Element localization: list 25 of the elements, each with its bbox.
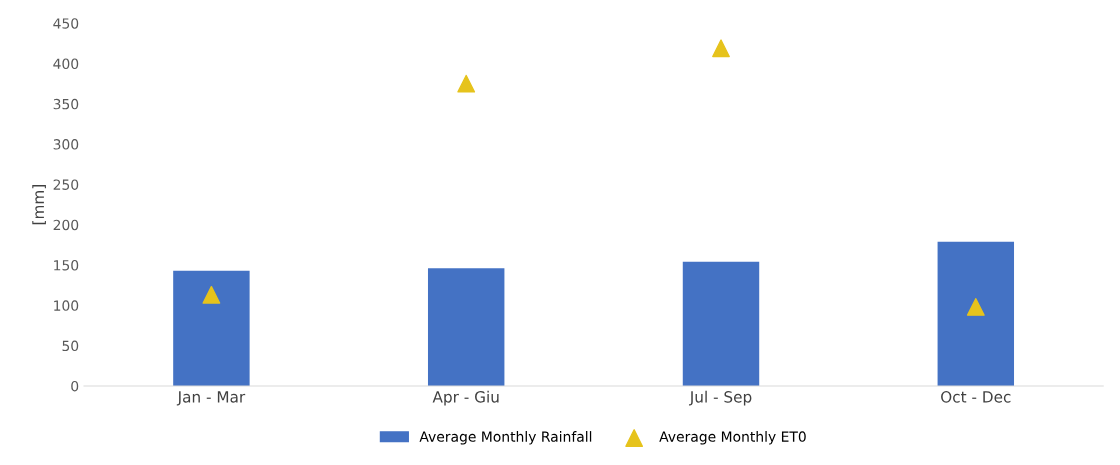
y-tick-label: 100 bbox=[54, 300, 79, 311]
x-tick-label: Jul - Sep bbox=[688, 390, 752, 406]
y-tick-label: 250 bbox=[53, 179, 79, 190]
point bbox=[966, 298, 985, 316]
y-tick-label: 450 bbox=[53, 18, 79, 29]
point bbox=[712, 39, 730, 58]
y-tick-label: 350 bbox=[53, 98, 79, 110]
bar bbox=[937, 241, 1015, 386]
bar bbox=[682, 261, 760, 386]
y-tick-label: 400 bbox=[53, 58, 79, 70]
y-tick-label: 50 bbox=[62, 340, 79, 352]
y-tick-label: 0 bbox=[71, 380, 79, 392]
point bbox=[457, 74, 476, 93]
x-tick-label: Apr - Giu bbox=[432, 390, 499, 406]
legend-label: Average Monthly ET0 bbox=[659, 431, 806, 445]
x-tick-label: Jan - Mar bbox=[176, 391, 246, 406]
y-axis-title: [mm] bbox=[32, 185, 46, 225]
x-tick-label: Oct - Dec bbox=[941, 391, 1011, 403]
point bbox=[202, 285, 221, 304]
bar bbox=[427, 268, 505, 386]
legend-label: Average Monthly Rainfall bbox=[419, 431, 592, 445]
y-tick-label: 200 bbox=[53, 219, 79, 231]
y-tick-label: 300 bbox=[53, 139, 79, 150]
bar bbox=[173, 270, 250, 386]
y-tick-label: 150 bbox=[54, 260, 79, 271]
